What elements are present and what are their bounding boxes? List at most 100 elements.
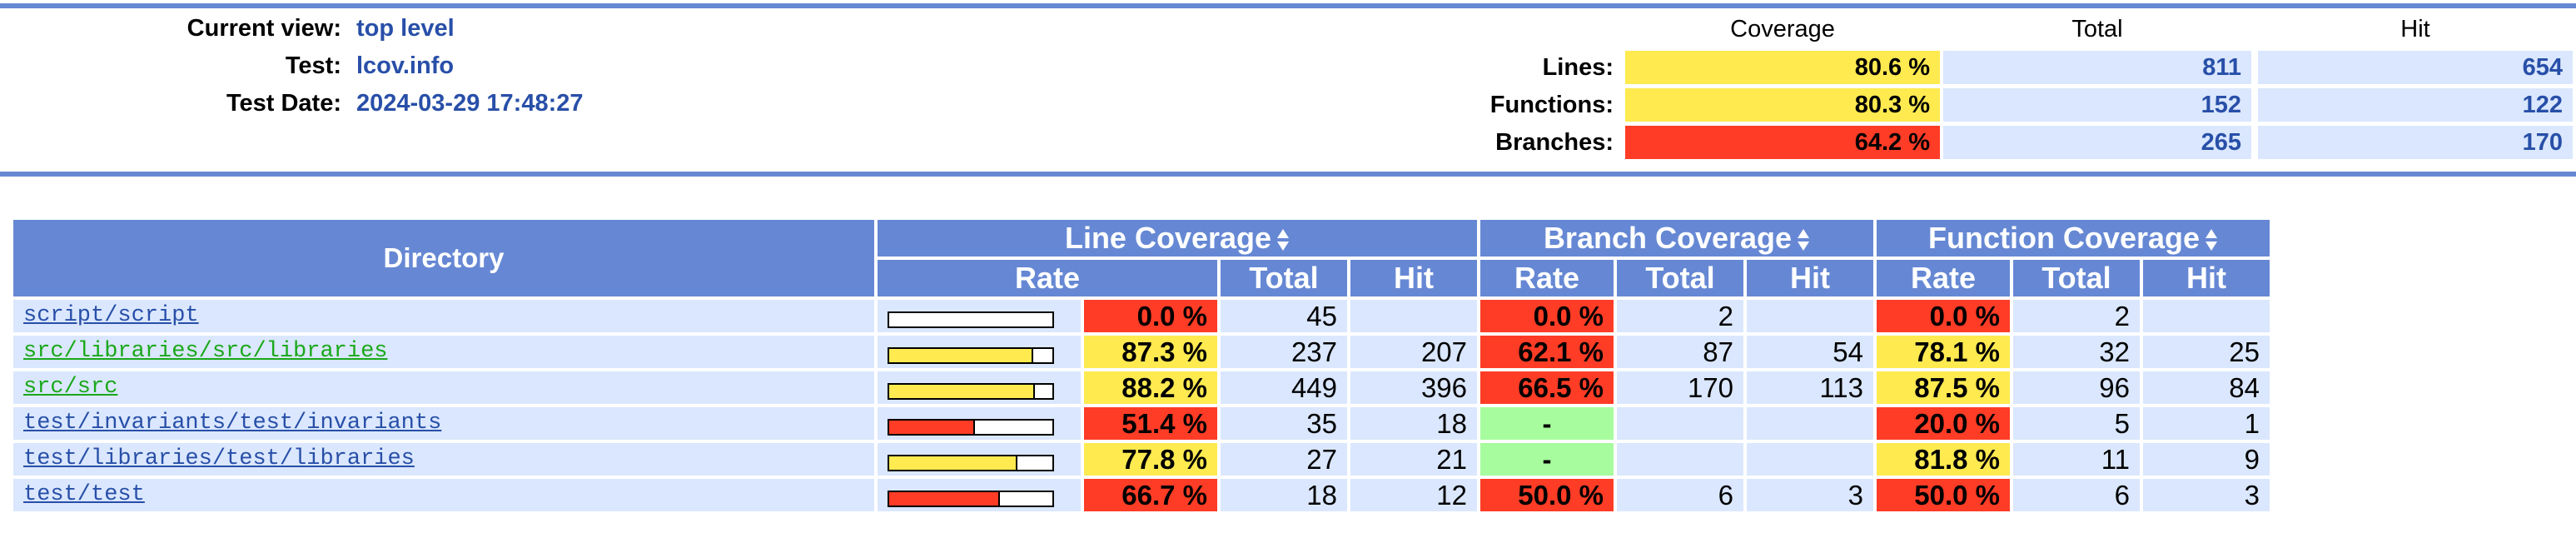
line-coverage-bar-cell [878, 479, 1081, 511]
line-coverage-header-label: Line Coverage [1064, 221, 1272, 255]
directory-cell: test/invariants/test/invariants [13, 407, 874, 440]
function-rate-cell: 20.0 % [1877, 407, 2010, 440]
directory-coverage-table: Directory Line Coverage Branch Coverage … [10, 217, 2273, 515]
directory-cell: script/script [13, 300, 874, 332]
line-coverage-bar [888, 311, 1054, 328]
function-rate-cell: 87.5 % [1877, 371, 2010, 404]
test-date-label: Test Date: [226, 90, 341, 117]
line-rate-cell: 87.3 % [1084, 336, 1217, 368]
function-hit-cell: 3 [2143, 479, 2270, 511]
branch-total-cell: 2 [1617, 300, 1743, 332]
function-hit-cell: 1 [2143, 407, 2270, 440]
line-coverage-bar [888, 346, 1054, 364]
function-hit-header: Hit [2143, 260, 2270, 296]
directory-link[interactable]: script/script [23, 303, 199, 328]
branch-hit-cell [1747, 300, 1873, 332]
current-view-value: top level [356, 15, 455, 42]
function-rate-cell: 81.8 % [1877, 443, 2010, 476]
branch-total-cell: 170 [1617, 371, 1743, 404]
branch-hit-cell: 3 [1747, 479, 1873, 511]
summary-coverage-header: Coverage [1730, 16, 1835, 42]
current-view-label: Current view: [186, 15, 341, 42]
summary-branches-coverage: 64.2 % [1625, 126, 1940, 159]
summary-functions-hit: 122 [2258, 88, 2573, 122]
branch-hit-cell [1747, 407, 1873, 440]
directory-header-label: Directory [383, 242, 505, 273]
line-coverage-bar [888, 418, 1054, 436]
directory-link[interactable]: src/src [23, 375, 118, 400]
line-coverage-bar-fill [889, 491, 1000, 506]
line-coverage-bar-fill [889, 456, 1018, 470]
table-row: test/libraries/test/libraries 77.8 % 27 21-… [13, 443, 2270, 476]
directory-link[interactable]: test/libraries/test/libraries [23, 446, 415, 471]
line-hit-cell: 18 [1350, 407, 1477, 440]
line-rate-cell: 0.0 % [1084, 300, 1217, 332]
branch-hit-cell: 54 [1747, 336, 1873, 368]
sort-icon[interactable] [1797, 229, 1810, 252]
branch-rate-cell: - [1480, 407, 1614, 440]
line-coverage-bar-fill [889, 348, 1034, 362]
directory-header: Directory [13, 220, 874, 296]
line-total-header: Total [1221, 260, 1347, 296]
line-hit-cell [1350, 300, 1477, 332]
test-value: lcov.info [356, 52, 455, 79]
function-coverage-header-label: Function Coverage [1927, 221, 2201, 255]
function-total-cell: 32 [2013, 336, 2140, 368]
function-hit-cell: 25 [2143, 336, 2270, 368]
line-coverage-bar-fill [889, 384, 1035, 398]
table-row: src/libraries/src/libraries 87.3 % 237 207 6… [13, 336, 2270, 368]
branch-rate-cell: 0.0 % [1480, 300, 1614, 332]
line-hit-cell: 207 [1350, 336, 1477, 368]
branch-hit-header: Hit [1747, 260, 1873, 296]
branch-rate-cell: 50.0 % [1480, 479, 1614, 511]
function-total-cell: 6 [2013, 479, 2140, 511]
line-coverage-bar-cell [878, 336, 1081, 368]
sort-icon[interactable] [2205, 229, 2218, 252]
summary-functions-label: Functions: [1489, 92, 1614, 118]
directory-cell: test/libraries/test/libraries [13, 443, 874, 476]
line-rate-cell: 51.4 % [1084, 407, 1217, 440]
test-label: Test: [285, 52, 341, 79]
sort-icon[interactable] [1276, 229, 1290, 252]
function-rate-cell: 0.0 % [1877, 300, 2010, 332]
table-row: test/invariants/test/invariants 51.4 % 35 1… [13, 407, 2270, 440]
directory-link[interactable]: test/test [23, 482, 145, 507]
summary-functions-coverage: 80.3 % [1625, 88, 1940, 122]
summary-branches-label: Branches: [1495, 129, 1614, 156]
function-total-cell: 2 [2013, 300, 2140, 332]
header-info: Current view: top level Test: lcov.info … [0, 13, 633, 117]
line-hit-cell: 12 [1350, 479, 1477, 511]
function-hit-cell: 9 [2143, 443, 2270, 476]
line-coverage-header[interactable]: Line Coverage [878, 220, 1477, 257]
test-date-value: 2024-03-29 17:48:27 [356, 90, 584, 117]
branch-rate-cell: - [1480, 443, 1614, 476]
summary-lines-hit: 654 [2258, 51, 2573, 84]
line-hit-cell: 396 [1350, 371, 1477, 404]
branch-coverage-header-label: Branch Coverage [1543, 221, 1793, 255]
directory-link[interactable]: test/invariants/test/invariants [23, 411, 442, 436]
line-total-cell: 449 [1221, 371, 1347, 404]
line-rate-header: Rate [878, 260, 1217, 296]
directory-link[interactable]: src/libraries/src/libraries [23, 339, 388, 364]
branch-total-cell [1617, 407, 1743, 440]
function-coverage-header[interactable]: Function Coverage [1877, 220, 2270, 257]
line-hit-header: Hit [1350, 260, 1477, 296]
branch-hit-cell [1747, 443, 1873, 476]
table-row: src/src 88.2 % 449 396 66.5 % 170 113 87.5 % 96 8… [13, 371, 2270, 404]
directory-cell: src/libraries/src/libraries [13, 336, 874, 368]
branch-rate-cell: 66.5 % [1480, 371, 1614, 404]
line-total-cell: 18 [1221, 479, 1347, 511]
function-rate-cell: 50.0 % [1877, 479, 2010, 511]
branch-hit-cell: 113 [1747, 371, 1873, 404]
line-total-cell: 27 [1221, 443, 1347, 476]
summary-lines-total: 811 [1943, 51, 2251, 84]
line-coverage-bar [888, 490, 1054, 507]
branch-total-cell [1617, 443, 1743, 476]
function-hit-cell [2143, 300, 2270, 332]
line-coverage-bar-cell [878, 371, 1081, 404]
branch-rate-header: Rate [1480, 260, 1614, 296]
line-coverage-bar [888, 454, 1054, 471]
branch-coverage-header[interactable]: Branch Coverage [1480, 220, 1873, 257]
line-rate-cell: 66.7 % [1084, 479, 1217, 511]
function-total-header: Total [2013, 260, 2140, 296]
